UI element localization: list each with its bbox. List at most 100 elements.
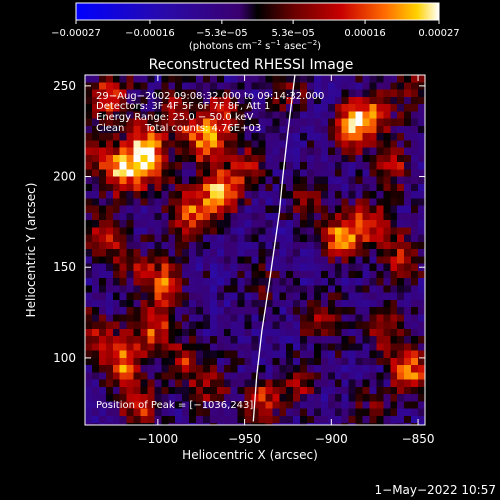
heatmap-cell (126, 285, 134, 294)
heatmap-cell (376, 82, 384, 90)
heatmap-cell (362, 183, 370, 192)
heatmap-cell (244, 408, 252, 417)
heatmap-cell (300, 299, 308, 308)
heatmap-cell (251, 328, 259, 337)
heatmap-cell (272, 198, 280, 206)
peak-position-text: Position of Peak = [−1036,243] (96, 400, 253, 411)
heatmap-cell (397, 336, 405, 344)
heatmap-cell (286, 314, 294, 323)
heatmap-cell (334, 423, 343, 425)
heatmap-cell (119, 169, 128, 177)
heatmap-cell (168, 234, 176, 243)
heatmap-cell (376, 379, 384, 388)
heatmap-cell (293, 183, 301, 192)
heatmap-cell (223, 314, 232, 323)
heatmap-cell (251, 234, 259, 243)
heatmap-cell (320, 394, 329, 402)
heatmap-cell (293, 401, 301, 410)
heatmap-cell (383, 423, 391, 425)
heatmap-cell (161, 401, 169, 410)
heatmap-cell (161, 336, 169, 344)
heatmap-cell (369, 118, 377, 127)
heatmap-cell (320, 415, 329, 424)
heatmap-cell (216, 198, 225, 206)
heatmap-cell (209, 125, 218, 134)
heatmap-cell (390, 299, 398, 308)
heatmap-cell (327, 357, 336, 366)
heatmap-cell (334, 162, 343, 170)
heatmap-cell (182, 256, 190, 265)
heatmap-cell (189, 140, 197, 148)
heatmap-cell (397, 321, 405, 330)
heatmap-cell (154, 307, 162, 315)
heatmap-cell (161, 212, 169, 221)
heatmap-cell (196, 307, 204, 315)
heatmap-cell (105, 365, 114, 373)
heatmap-cell (293, 336, 301, 344)
heatmap-cell (133, 241, 141, 250)
heatmap-cell (411, 75, 419, 83)
heatmap-cell (237, 379, 245, 388)
heatmap-cell (397, 401, 405, 410)
heatmap-cell (202, 386, 211, 395)
heatmap-cell (355, 118, 363, 127)
heatmap-cell (216, 314, 225, 323)
heatmap-cell (237, 256, 245, 265)
heatmap-cell (411, 183, 419, 192)
heatmap-cell (383, 220, 391, 228)
heatmap-cell (154, 408, 162, 417)
heatmap-cell (126, 82, 134, 90)
heatmap-cell (300, 256, 308, 265)
heatmap-cell (85, 176, 93, 185)
heatmap-cell (98, 321, 107, 330)
heatmap-cell (133, 408, 141, 417)
heatmap-cell (258, 336, 266, 344)
heatmap-cell (216, 96, 225, 105)
heatmap-cell (411, 118, 419, 127)
heatmap-cell (244, 212, 252, 221)
heatmap-cell (237, 89, 245, 98)
heatmap-cell (161, 263, 169, 272)
heatmap-cell (147, 176, 155, 185)
heatmap-cell (307, 205, 315, 214)
heatmap-cell (209, 212, 218, 221)
heatmap-cell (140, 386, 148, 395)
heatmap-cell (237, 104, 245, 112)
heatmap-cell (320, 82, 329, 90)
heatmap-cell (209, 401, 218, 410)
heatmap-cell (383, 118, 391, 127)
heatmap-cell (98, 314, 107, 323)
heatmap-cell (355, 89, 363, 98)
heatmap-cell (202, 125, 211, 134)
heatmap-cell (411, 140, 419, 148)
heatmap-cell (327, 212, 336, 221)
heatmap-cell (334, 82, 343, 90)
heatmap-cell (327, 278, 336, 286)
heatmap-cell (376, 220, 384, 228)
heatmap-cell (189, 299, 197, 308)
heatmap-cell (105, 299, 114, 308)
heatmap-cell (209, 140, 218, 148)
heatmap-cell (265, 423, 273, 425)
heatmap-cell (341, 220, 350, 228)
heatmap-cell (98, 82, 107, 90)
heatmap-cell (216, 133, 225, 141)
heatmap-cell (251, 307, 259, 315)
heatmap-cell (202, 270, 211, 279)
heatmap-cell (189, 394, 197, 402)
heatmap-cell (376, 89, 384, 98)
heatmap-cell (126, 154, 134, 163)
heatmap-cell (182, 336, 190, 344)
heatmap-cell (175, 133, 183, 141)
heatmap-cell (313, 125, 322, 134)
heatmap-cell (286, 415, 294, 424)
heatmap-cell (383, 82, 391, 90)
heatmap-cell (272, 140, 280, 148)
heatmap-cell (418, 285, 425, 294)
clean-text: Clean (96, 123, 124, 134)
heatmap-cell (369, 372, 377, 381)
heatmap-cell (369, 125, 377, 134)
heatmap-cell (327, 343, 336, 352)
heatmap-cell (376, 343, 384, 352)
heatmap-cell (258, 379, 266, 388)
